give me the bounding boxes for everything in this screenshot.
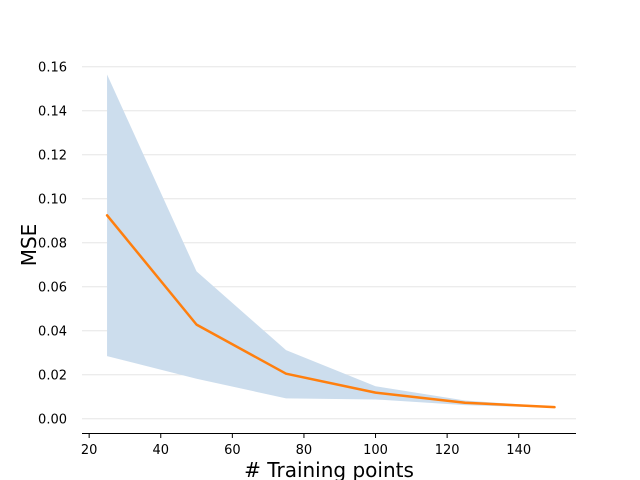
mse-line — [105, 214, 556, 409]
confidence-band — [107, 74, 555, 408]
y-ticks: 0.00 0.02 0.04 0.06 0.08 0.10 0.12 0.14 0.16 — [38, 60, 67, 427]
y-tick-label: 0.12 — [38, 148, 67, 163]
x-tick-label: 40 — [152, 443, 169, 458]
y-tick-label: 0.00 — [38, 412, 67, 427]
y-tick-label: 0.06 — [38, 280, 67, 295]
confidence-bands — [107, 74, 555, 408]
y-tick-label: 0.04 — [38, 324, 67, 339]
x-tick-label: 80 — [296, 443, 313, 458]
x-tick-label: 120 — [435, 443, 460, 458]
y-tick-label: 0.08 — [38, 236, 67, 251]
x-tick-label: 140 — [506, 443, 531, 458]
x-tick-label: 60 — [224, 443, 241, 458]
y-tick-label: 0.10 — [38, 192, 67, 207]
x-ticks: 20 40 60 80 100 120 140 — [81, 433, 531, 458]
series-lines — [105, 214, 556, 409]
y-tick-label: 0.16 — [38, 60, 67, 75]
x-tick-label: 100 — [363, 443, 388, 458]
x-tick-label: 20 — [81, 443, 98, 458]
y-tick-label: 0.14 — [38, 104, 67, 119]
y-tick-label: 0.02 — [38, 368, 67, 383]
y-axis-title: MSE — [17, 224, 41, 267]
x-axis-title: # Training points — [244, 458, 414, 480]
